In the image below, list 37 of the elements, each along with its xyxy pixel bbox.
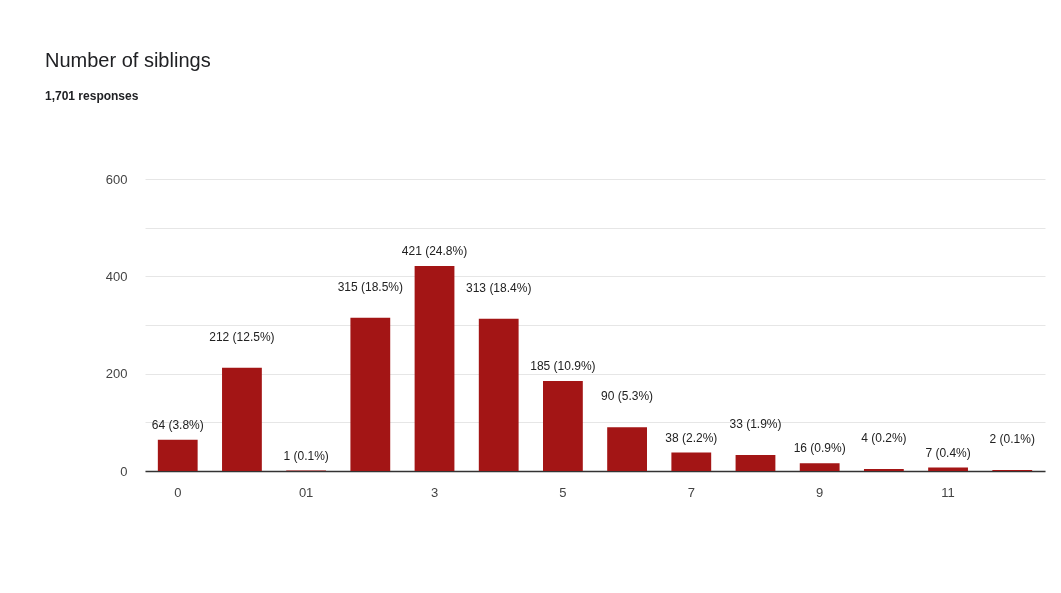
data-label: 313 (18.4%) [466, 280, 532, 295]
y-tick-label: 200 [105, 366, 128, 382]
x-tick-label: 01 [298, 484, 314, 500]
x-tick-label: 3 [430, 484, 439, 500]
bar [222, 367, 262, 471]
bar [799, 463, 840, 471]
data-label: 185 (10.9%) [530, 358, 596, 373]
bar [543, 380, 583, 471]
data-label: 90 (5.3%) [601, 389, 654, 404]
bar [607, 427, 647, 471]
bar [157, 439, 198, 471]
data-label: 38 (2.2%) [665, 430, 718, 445]
bar [478, 318, 519, 471]
x-tick-label: 7 [687, 484, 695, 500]
x-tick-label: 11 [941, 484, 955, 500]
bar [735, 454, 776, 471]
data-label: 7 (0.4%) [925, 445, 971, 460]
bar [671, 452, 712, 471]
chart-title: Number of siblings [45, 49, 211, 71]
chart-subtitle: 1,701 responses [45, 89, 139, 103]
y-tick-label: 600 [105, 171, 128, 187]
x-tick-label: 0 [174, 484, 182, 500]
data-label: 2 (0.1%) [989, 432, 1035, 447]
y-tick-label: 400 [105, 268, 128, 284]
data-label: 421 (24.8%) [401, 244, 468, 259]
x-tick-label: 5 [559, 484, 567, 500]
data-label: 1 (0.1%) [283, 448, 329, 463]
bar [414, 266, 455, 471]
data-label: 4 (0.2%) [861, 431, 907, 446]
data-label: 315 (18.5%) [337, 279, 404, 294]
y-tick-label: 0 [120, 463, 128, 479]
data-label: 33 (1.9%) [729, 416, 782, 431]
data-label: 212 (12.5%) [209, 329, 275, 344]
data-label: 64 (3.8%) [151, 417, 204, 432]
data-label: 16 (0.9%) [793, 441, 846, 456]
x-tick-label: 9 [816, 484, 824, 500]
bar [350, 317, 391, 471]
